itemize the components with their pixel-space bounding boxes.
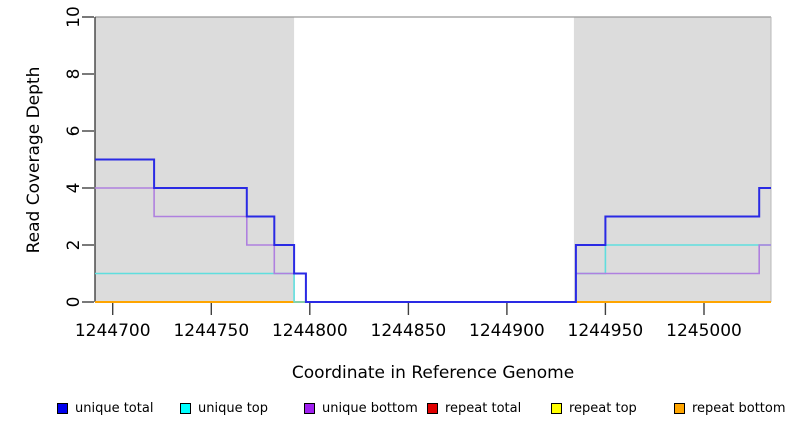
plot-canvas: 1244700 1244750 1244800 1244850 1244900 12449… (64, 6, 772, 341)
y-tick-label: 10 (64, 6, 84, 28)
shaded-region-right (573, 17, 771, 302)
x-tick-label: 1244800 (272, 321, 348, 341)
legend-label: repeat total (445, 400, 522, 416)
legend-label: unique top (198, 400, 269, 416)
x-tick-label: 1244950 (568, 321, 644, 341)
x-tick-label: 1244700 (75, 321, 151, 341)
legend-item-repeat-total: repeat total (427, 396, 521, 420)
x-tick-label: 1244850 (371, 321, 447, 341)
legend-swatch-icon (551, 402, 562, 414)
legend-swatch-icon (674, 402, 685, 414)
x-tick-label: 1244750 (173, 321, 249, 341)
legend-item-unique-bottom: unique bottom (304, 396, 418, 420)
y-tick-label: 0 (64, 297, 84, 308)
legend: unique total unique top unique bottom repea… (0, 396, 792, 424)
x-axis-title: Coordinate in Reference Genome (291, 363, 575, 383)
legend-swatch-icon (180, 402, 191, 414)
legend-label: unique total (75, 400, 154, 416)
x-tick-label: 1244900 (469, 321, 545, 341)
y-tick-label: 2 (64, 240, 84, 251)
series-unique-total-line (95, 158, 771, 303)
legend-label: repeat bottom (692, 400, 786, 416)
series-unique-bottom-line (95, 187, 771, 303)
legend-swatch-icon (57, 402, 68, 414)
y-tick-label: 4 (64, 183, 84, 194)
x-tick-label: 1245000 (666, 321, 742, 341)
legend-item-repeat-bottom: repeat bottom (674, 396, 786, 420)
legend-swatch-icon (427, 402, 438, 414)
y-tick-label: 6 (64, 126, 84, 137)
y-tick-label: 8 (64, 69, 84, 80)
legend-item-unique-total: unique total (57, 396, 153, 420)
legend-item-repeat-top: repeat top (551, 396, 637, 420)
legend-swatch-icon (304, 402, 315, 414)
legend-label: repeat top (569, 400, 637, 416)
y-axis-title: Read Coverage Depth (24, 66, 44, 254)
legend-item-unique-top: unique top (180, 396, 268, 420)
legend-label: unique bottom (322, 400, 418, 416)
